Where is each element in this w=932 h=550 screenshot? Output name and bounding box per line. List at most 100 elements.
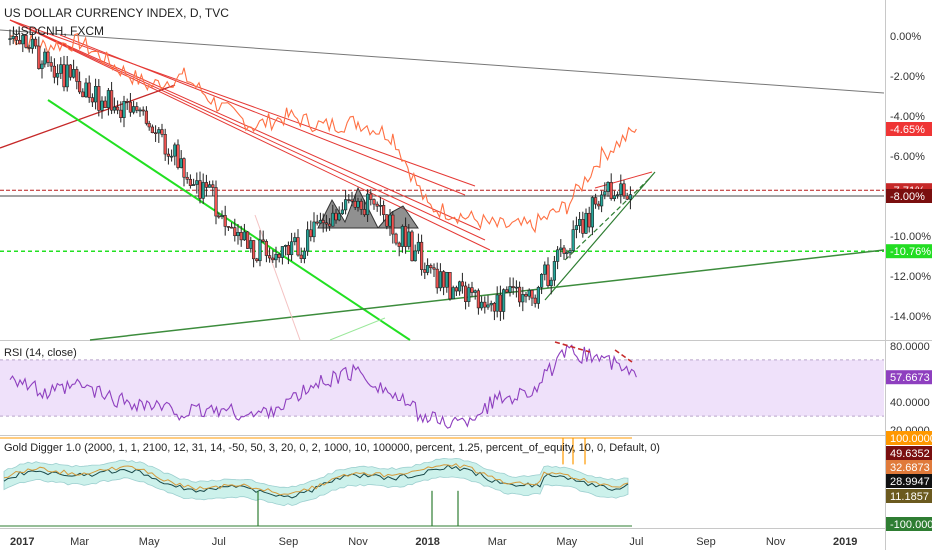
candle-body [147, 123, 151, 128]
rsi-badge: 57.6673 [886, 370, 932, 385]
candle [166, 148, 171, 165]
candle-body [154, 132, 158, 135]
candle [359, 198, 363, 215]
candle [135, 102, 139, 114]
candle-body [334, 212, 338, 221]
candle-body [286, 245, 291, 256]
candle [622, 180, 626, 199]
candle-body [122, 101, 126, 118]
candle [429, 263, 433, 274]
candle-body [457, 281, 462, 292]
candle-body [400, 226, 405, 247]
candle [173, 142, 177, 166]
candle [302, 247, 307, 264]
candle-body [112, 106, 116, 111]
candle [160, 123, 164, 138]
candle-body [340, 209, 345, 215]
candle [498, 285, 503, 321]
candle [72, 59, 76, 79]
candle-body [8, 38, 12, 40]
price-badge: -4.65% [886, 122, 932, 136]
price-tick-label: -12.00% [890, 271, 931, 283]
candle-body [11, 35, 15, 39]
candle-body [94, 86, 98, 103]
candle [163, 128, 167, 161]
candle-body [280, 246, 285, 258]
candle-body [144, 110, 149, 124]
candle-body [106, 90, 110, 108]
candle-body [331, 212, 335, 227]
candle-body [119, 109, 123, 118]
candle-body [448, 272, 452, 300]
red-rising-line [0, 84, 176, 149]
rsi-divergence-line [614, 349, 633, 363]
candle [289, 232, 294, 261]
price-tick-label: -14.00% [890, 311, 931, 323]
candle [214, 180, 218, 225]
candle [460, 272, 465, 294]
candle [277, 252, 281, 263]
rsi-badge-box [886, 370, 932, 385]
candle [170, 149, 174, 162]
candle-body [192, 184, 196, 186]
gd-badge-box [886, 431, 932, 445]
candle-body [347, 199, 351, 201]
candle [549, 277, 553, 295]
candle-body [223, 215, 227, 227]
candle-body [236, 232, 240, 237]
candle [400, 224, 405, 253]
candle [223, 205, 227, 236]
compare-line-path [9, 32, 637, 234]
red-fan-line [9, 19, 486, 241]
candle-body [49, 62, 53, 67]
candle [264, 239, 269, 263]
candle-body [438, 271, 443, 289]
candle-body [324, 222, 329, 225]
candle-body [413, 250, 417, 262]
gd-badge-text: 32.6873 [890, 462, 930, 474]
candle [100, 96, 104, 119]
time-tick-label: 2018 [415, 536, 439, 548]
candle-body [501, 289, 506, 312]
candle-body [261, 239, 265, 242]
gd-badge-box [886, 460, 932, 474]
compare-symbol: USDCNH, FXCM [12, 24, 104, 38]
candle [112, 97, 116, 114]
candle [552, 255, 556, 286]
candle [110, 81, 114, 115]
time-tick-label: Sep [279, 536, 299, 548]
candle [43, 48, 47, 68]
candle-body [160, 129, 164, 135]
candle-body [343, 199, 348, 211]
candle [17, 33, 22, 45]
candle-body [78, 81, 82, 93]
candle-body [609, 182, 613, 199]
candle-body [587, 212, 591, 228]
candle-body [549, 279, 553, 286]
candle [546, 257, 550, 288]
time-tick-label: 2017 [10, 536, 34, 548]
candle-body [17, 39, 22, 45]
candle [30, 32, 35, 54]
candle-body [454, 287, 459, 292]
candle-body [81, 91, 85, 98]
candle [230, 222, 234, 229]
candle [267, 247, 272, 263]
candle-body [365, 193, 370, 216]
candle [533, 294, 537, 308]
gd-badge-text: -100.0000 [890, 519, 932, 531]
candle [350, 191, 354, 207]
gd-badge-text: 100.0000 [890, 433, 932, 445]
candle [539, 273, 544, 295]
price-tick-label: 0.00% [890, 31, 921, 43]
time-tick-label: Sep [696, 536, 716, 548]
candle-body [612, 195, 616, 199]
candle-body [258, 239, 262, 262]
time-tick-label: Mar [488, 536, 507, 548]
candle [489, 300, 493, 312]
candle-body [299, 254, 303, 259]
candle-body [252, 240, 256, 260]
candle [299, 247, 303, 263]
candle-body [125, 101, 129, 103]
candle-body [68, 64, 72, 78]
